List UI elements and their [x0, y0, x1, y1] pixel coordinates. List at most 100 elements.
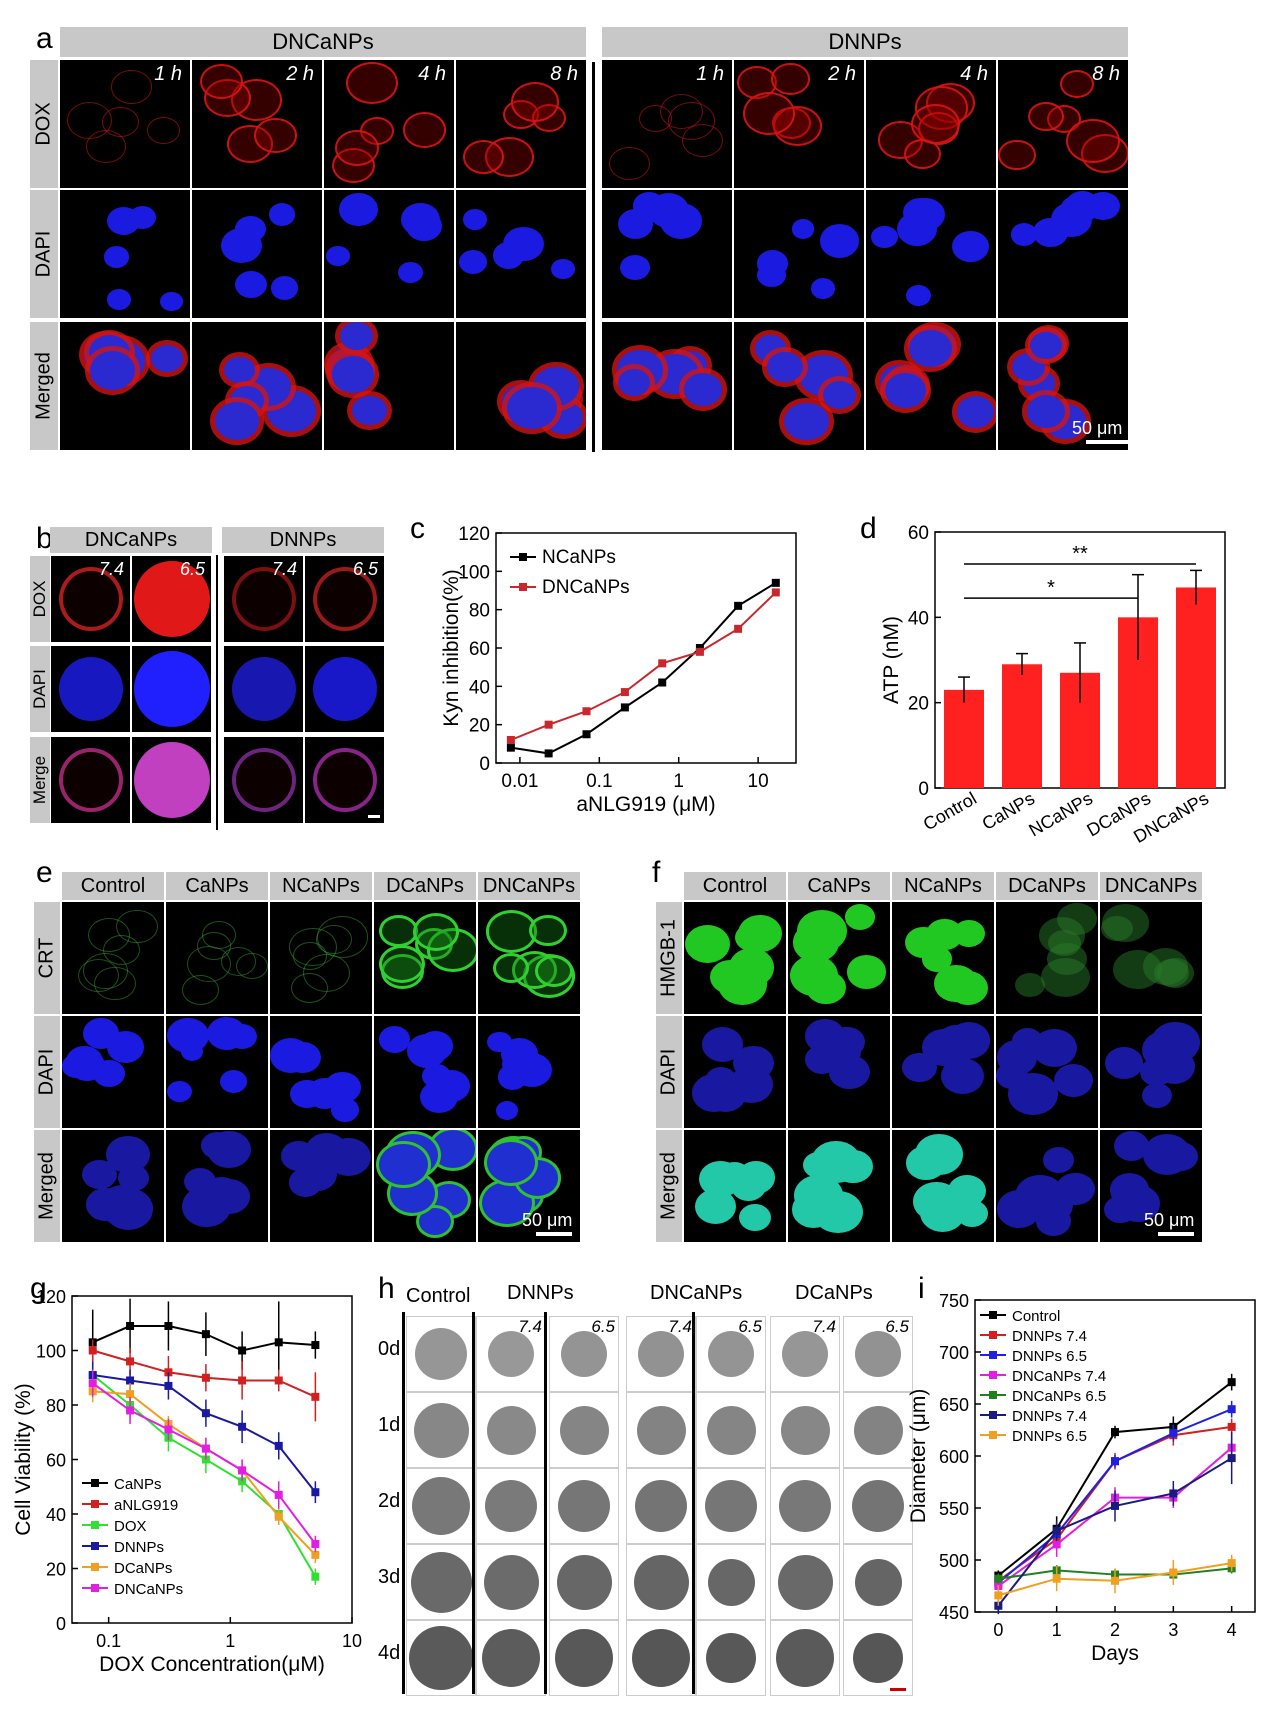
- cell-blob: [398, 261, 424, 284]
- cell-blob: [1027, 101, 1064, 132]
- spheroid-blob: [133, 651, 210, 727]
- panel-a-scale-bar: [1086, 440, 1130, 444]
- cell-blob: [82, 1018, 120, 1050]
- cell-blob: [418, 1208, 451, 1236]
- cell-blob: [1035, 1206, 1071, 1237]
- cell-blob: [335, 130, 379, 166]
- cell-blob: [1014, 972, 1045, 997]
- x-axis-label: Days: [1091, 1642, 1139, 1665]
- legend-marker: [91, 1584, 99, 1592]
- cell-blob: [996, 1040, 1037, 1075]
- panelE-image: [374, 1130, 476, 1242]
- panel-h-spheroid-image: [406, 1468, 476, 1544]
- spheroid-blob: [312, 657, 377, 721]
- panelF-image: [892, 902, 994, 1014]
- panel-h-col-header: DCaNPs: [795, 1282, 873, 1304]
- panel-a-image: 2 h: [734, 60, 864, 188]
- data-point: [1169, 1429, 1178, 1438]
- panelE-scale-bar: [536, 1232, 572, 1236]
- x-tick-label: 10: [748, 771, 769, 792]
- legend-label: aNLG919: [114, 1497, 178, 1514]
- cell-blob: [810, 278, 836, 299]
- cell-blob: [66, 102, 112, 139]
- cell-blob: [829, 1026, 865, 1057]
- panel-a-time-label: 1 h: [154, 63, 182, 85]
- y-tick-label: 450: [939, 1603, 969, 1623]
- panel-h-col-header: DNCaNPs: [650, 1282, 743, 1304]
- cell-blob: [496, 1100, 519, 1120]
- panel-h-spheroid-image: [626, 1468, 696, 1544]
- panel-b-row-label: DAPI: [30, 646, 50, 732]
- panel-h-label: h: [378, 1272, 395, 1305]
- cell-blob: [1057, 903, 1098, 936]
- x-tick-label: 1: [1052, 1620, 1062, 1640]
- panel-a-image: [602, 190, 732, 318]
- panel-h-spheroid-image: [549, 1468, 619, 1544]
- data-point: [658, 678, 667, 687]
- spheroid-ball: [780, 1405, 830, 1455]
- cell-blob: [1064, 191, 1101, 222]
- cell-blob: [1059, 69, 1094, 98]
- cell-blob: [683, 372, 723, 406]
- y-tick-label: 40: [908, 608, 929, 629]
- data-point: [544, 720, 553, 729]
- data-point: [1052, 1574, 1061, 1583]
- cell-blob: [885, 372, 927, 408]
- data-point: [311, 1488, 320, 1497]
- panel-a-row-text: DOX: [32, 102, 55, 146]
- spheroid-ball: [413, 1402, 469, 1458]
- panelF-scale-bar: [1158, 1232, 1194, 1236]
- spheroid-ball: [415, 1328, 467, 1380]
- spheroid-ball: [412, 1477, 470, 1535]
- data-point: [274, 1441, 283, 1450]
- panel-h-day-label: 2d: [378, 1490, 401, 1512]
- panel-a-row-label: Merged: [30, 322, 58, 450]
- panel-a-image: 1 h: [602, 60, 732, 188]
- cell-blob: [93, 1059, 125, 1088]
- data-point: [994, 1591, 1003, 1600]
- legend-marker: [989, 1411, 997, 1419]
- panel-h-ph-label: 7.4: [518, 1317, 542, 1336]
- panel-b-divider: [216, 555, 218, 830]
- legend-marker: [91, 1521, 99, 1529]
- panel-h-spheroid-image: [549, 1544, 619, 1620]
- cell-blob: [638, 105, 672, 133]
- panel-a-image: 4 h: [866, 60, 996, 188]
- cell-blob: [1154, 958, 1190, 987]
- bar: [1176, 587, 1216, 788]
- spheroid-ball: [556, 1554, 612, 1610]
- panelF-group-header: CaNPs: [788, 872, 890, 900]
- panel-b-image: 7.4: [224, 556, 303, 642]
- y-tick-label: 700: [939, 1343, 969, 1363]
- bar: [1002, 664, 1042, 788]
- cell-blob: [432, 1070, 470, 1102]
- spheroid-blob: [312, 748, 377, 812]
- panel-a-row-label: DOX: [30, 60, 58, 188]
- cell-blob: [324, 1072, 362, 1104]
- cell-blob: [345, 61, 398, 105]
- significance-label: *: [1047, 577, 1055, 599]
- x-axis-label: DOX Concentration(μM): [99, 1653, 325, 1676]
- panelF-row-text: Merged: [657, 1152, 680, 1220]
- cell-blob: [608, 146, 650, 180]
- y-tick-label: 20: [46, 1560, 66, 1580]
- panel-h-spheroid-image: 7.4: [476, 1316, 546, 1392]
- panel-h-spheroid-image: [406, 1620, 476, 1696]
- y-tick-label: 550: [939, 1499, 969, 1519]
- panel-a-time-label: 2 h: [286, 63, 314, 85]
- panel-b-row-label: DOX: [30, 556, 50, 642]
- panel-h-spheroid-image: [696, 1392, 766, 1468]
- panel-h-spheroid-image: [843, 1392, 913, 1468]
- panel-a-scale-text: 50 μm: [1072, 418, 1123, 438]
- panelE-image: [270, 1130, 372, 1242]
- cell-blob: [86, 1188, 125, 1221]
- panel-a-image: [866, 322, 996, 450]
- y-tick-label: 40: [469, 677, 490, 698]
- cell-blob: [290, 1079, 324, 1109]
- legend-marker: [989, 1351, 997, 1359]
- y-tick-label: 20: [908, 694, 929, 715]
- cell-blob: [921, 946, 953, 972]
- spheroid-ball: [854, 1558, 902, 1606]
- panel-h-divider: [402, 1312, 405, 1694]
- panel-d-label: d: [860, 512, 877, 545]
